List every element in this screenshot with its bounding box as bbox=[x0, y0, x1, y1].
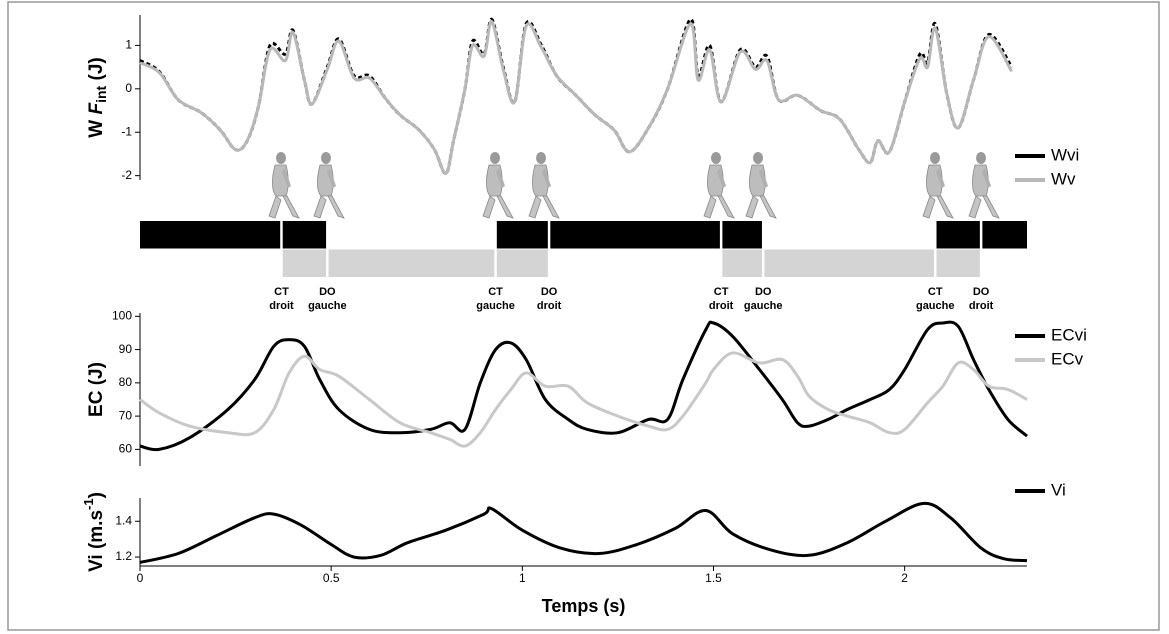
event-label: droit bbox=[537, 300, 562, 312]
event-label: DO bbox=[973, 286, 990, 298]
event-label: DO bbox=[319, 286, 336, 298]
legend-label: ECv bbox=[1051, 349, 1084, 368]
series-line bbox=[139, 351, 1028, 448]
walkers bbox=[268, 151, 1000, 219]
x-tick-label: 2 bbox=[901, 571, 908, 585]
x-tick-label: 0 bbox=[137, 571, 144, 585]
legend-label: Vi bbox=[1051, 480, 1066, 499]
y-tick-label: 0 bbox=[125, 81, 132, 95]
event-label: CT bbox=[714, 286, 729, 298]
y-label-var: F bbox=[86, 102, 107, 115]
event-label: gauche bbox=[744, 300, 783, 312]
phase-span bbox=[721, 249, 982, 277]
frame bbox=[7, 1, 1160, 631]
y-tick-label: 90 bbox=[119, 342, 133, 356]
y-tick-label: 60 bbox=[119, 442, 133, 456]
x-tick-label: 1 bbox=[519, 571, 526, 585]
series-line bbox=[139, 501, 1028, 564]
y-tick-label: -1 bbox=[121, 124, 132, 138]
event-label: droit bbox=[969, 300, 994, 312]
y-label-text: Vi (m.s bbox=[86, 510, 107, 572]
phase-span bbox=[140, 221, 328, 249]
y-tick-label: 1.2 bbox=[115, 549, 132, 563]
phase-span bbox=[495, 221, 764, 249]
phase-span bbox=[281, 249, 550, 277]
y-tick-label: 1.4 bbox=[115, 513, 132, 527]
event-label: CT bbox=[274, 286, 289, 298]
legend-label: Wv bbox=[1051, 169, 1076, 188]
event-label: CT bbox=[928, 286, 943, 298]
x-tick-label: 0.5 bbox=[323, 571, 340, 585]
y-axis-label: W Fint (J) bbox=[86, 57, 109, 137]
y-tick-label: 80 bbox=[119, 375, 133, 389]
event-label: gauche bbox=[476, 300, 515, 312]
y-label-sub: int bbox=[93, 85, 109, 102]
y-tick-label: 70 bbox=[119, 408, 133, 422]
event-label: DO bbox=[541, 286, 558, 298]
series-line bbox=[139, 320, 1028, 452]
x-axis-label: Temps (s) bbox=[542, 596, 626, 616]
event-label: DO bbox=[755, 286, 772, 298]
event-label: gauche bbox=[916, 300, 955, 312]
y-tick-label: -2 bbox=[121, 168, 132, 182]
legend-label: ECvi bbox=[1051, 325, 1087, 344]
y-tick-label: 1 bbox=[125, 38, 132, 52]
series-line bbox=[139, 19, 1013, 176]
event-label: CT bbox=[488, 286, 503, 298]
event-label: droit bbox=[269, 300, 294, 312]
event-label: droit bbox=[709, 300, 734, 312]
y-axis-label: EC (J) bbox=[86, 362, 107, 417]
legend-label: Wvi bbox=[1051, 145, 1079, 164]
y-label-text: ) bbox=[86, 492, 107, 498]
y-label-text: (J) bbox=[86, 57, 107, 86]
y-label-sup: -1 bbox=[81, 498, 96, 510]
y-label-text: EC (J) bbox=[86, 362, 107, 417]
y-axis-label: Vi (m.s-1) bbox=[81, 492, 107, 572]
y-label-text: W bbox=[86, 115, 107, 138]
y-tick-label: 100 bbox=[112, 308, 132, 322]
event-label: gauche bbox=[308, 300, 347, 312]
x-tick-label: 1.5 bbox=[705, 571, 722, 585]
